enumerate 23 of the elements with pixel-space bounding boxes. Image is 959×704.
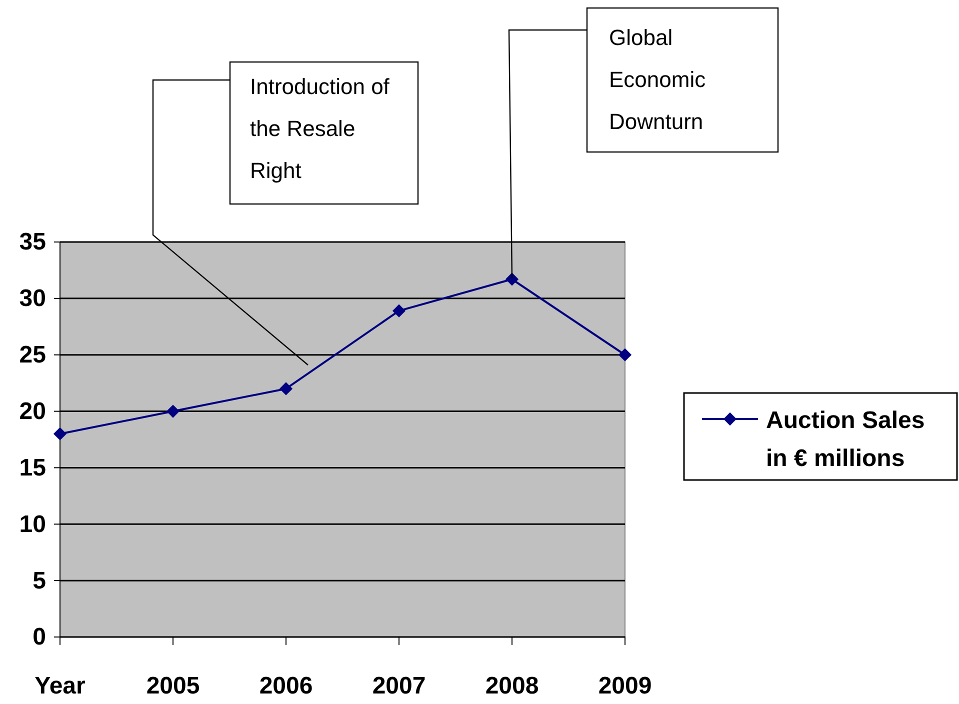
x-tick-label: 2006 — [259, 672, 313, 700]
x-tick-label: 2009 — [598, 672, 652, 700]
legend-label: Auction Sales in € millions — [766, 407, 925, 472]
text: Introduction of the Resale Right — [250, 74, 390, 183]
point — [279, 382, 293, 396]
y-tick-label: 35 — [19, 228, 46, 256]
point — [53, 427, 67, 440]
y-tick-label: 20 — [19, 398, 46, 425]
y-tick-label: 30 — [19, 285, 46, 312]
x-tick-label: 2005 — [146, 672, 200, 700]
y-tick-label: 25 — [19, 342, 46, 369]
point — [505, 272, 519, 286]
y-tick-label: 5 — [32, 567, 46, 594]
point — [392, 304, 406, 318]
annotation: Global Economic Downturn — [609, 25, 706, 134]
point — [166, 404, 180, 418]
y-tick-label: 0 — [32, 624, 46, 651]
point — [618, 348, 632, 362]
x-tick-label: Year — [34, 672, 86, 700]
x-tick-label: 2008 — [485, 672, 539, 700]
y-tick-label: 15 — [19, 454, 46, 482]
x-tick-label: 2007 — [372, 672, 426, 700]
y-tick-label: 10 — [19, 510, 46, 538]
